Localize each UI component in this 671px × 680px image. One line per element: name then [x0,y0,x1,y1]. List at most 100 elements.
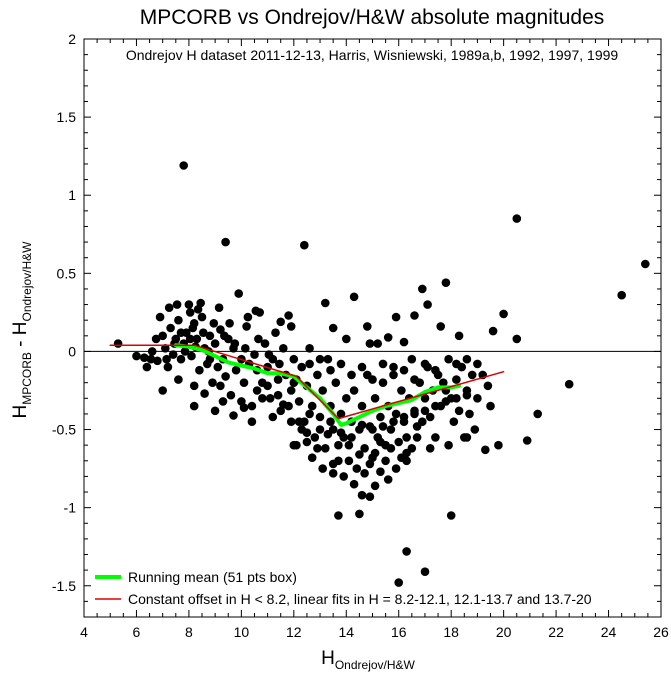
data-point [473,359,482,369]
data-point [318,386,328,395]
y-tick-label: 1.5 [57,109,77,125]
data-point [355,450,364,459]
data-point [221,237,230,247]
x-tick-label: 24 [601,624,617,640]
data-point [349,292,359,302]
data-point [349,386,359,395]
data-point [230,339,240,348]
data-point [271,328,280,338]
x-tick-label: 6 [133,624,141,640]
data-point [376,412,385,422]
data-point [268,412,278,422]
data-point [158,386,167,395]
data-point [205,354,215,364]
data-point [399,412,409,422]
data-point [234,289,243,298]
data-point [483,381,493,391]
data-point [328,459,338,469]
chart-subtitle: Ondrejov H dataset 2011-12-13, Harris, W… [126,47,619,63]
data-point [247,417,257,427]
data-point [179,161,188,170]
data-point [328,323,338,333]
data-point [389,370,398,380]
data-point [260,339,270,348]
data-point [449,417,459,427]
data-point [370,481,380,491]
data-point [297,362,307,372]
data-point [216,381,225,391]
data-point [213,362,223,372]
data-point [357,420,367,430]
data-point [431,433,440,442]
data-point [132,351,141,361]
x-tick-label: 16 [391,624,407,640]
data-point [339,472,349,481]
data-point [347,370,356,380]
data-point [188,323,198,333]
y-tick-label: -0.5 [52,422,76,438]
data-point [310,433,320,442]
y-tick-label: 0 [68,343,76,359]
data-point [243,312,253,322]
data-point [473,394,482,403]
data-point [184,300,194,309]
data-point [412,433,422,442]
data-point [467,370,477,380]
data-point [142,362,152,372]
data-point [462,433,472,442]
data-point [564,379,574,389]
data-point [286,417,296,427]
data-point [305,409,314,419]
x-tick-label: 22 [548,624,564,640]
data-point [318,464,328,473]
data-point [162,354,171,364]
data-point [176,328,186,338]
data-point [302,437,312,447]
data-point [226,390,236,400]
data-point [425,412,435,422]
data-point [512,214,522,223]
data-point [147,347,157,356]
data-point [307,401,317,411]
data-point [286,386,296,395]
data-point [452,394,461,403]
data-point [164,303,174,313]
data-point [357,401,367,411]
data-point [441,278,451,288]
data-point [407,444,417,453]
data-point [229,411,238,420]
data-point [210,406,220,416]
data-point [344,440,354,450]
data-point [180,347,190,356]
data-point [444,440,453,450]
y-tick-label: 0.5 [57,265,77,281]
data-point [284,311,293,320]
data-point [494,440,503,450]
data-point [391,409,401,419]
legend-label-running-mean: Running mean (51 pts box) [128,569,297,585]
data-point [407,354,417,364]
x-tick-label: 20 [496,624,512,640]
x-tick-label: 14 [338,624,354,640]
x-axis-label: HOndrejov/H&W [321,648,415,672]
data-point [441,397,451,406]
legend: Running mean (51 pts box) Constant offse… [95,569,592,607]
y-tick-label: -1 [64,500,77,516]
data-point [373,339,383,348]
data-point [336,409,346,419]
data-point [237,397,246,406]
data-point [391,464,401,473]
data-point [336,428,346,438]
data-point [462,390,472,400]
data-point [192,334,202,344]
data-point [420,406,430,416]
data-point [200,389,209,398]
data-point [323,354,333,364]
y-tick-label: 2 [68,31,76,47]
data-point [431,365,440,375]
y-axis-label: HMPCORB - HOndrejov/H&W [10,241,34,419]
data-point [402,547,411,556]
data-point [454,331,464,341]
data-point [378,359,388,369]
